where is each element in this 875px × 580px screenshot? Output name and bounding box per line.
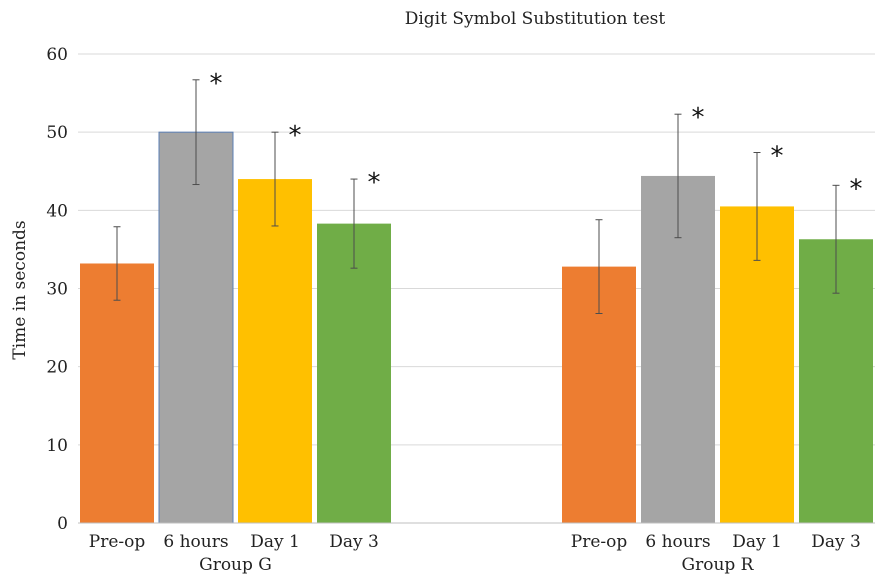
chart-title: Digit Symbol Substitution test [405, 9, 666, 29]
bar [317, 223, 391, 523]
group-label: Group G [199, 555, 272, 575]
bar [158, 131, 234, 524]
group-label: Group R [682, 555, 755, 575]
bar [238, 179, 312, 524]
significance-marker: * [210, 69, 223, 99]
significance-marker: * [289, 121, 302, 151]
x-tick-label: Pre-op [571, 532, 628, 552]
significance-marker: * [692, 103, 705, 133]
x-tick-label: 6 hours [163, 532, 228, 552]
y-axis-label: Time in seconds [10, 220, 30, 359]
x-tick-label: Day 3 [811, 532, 861, 552]
y-tick-label: 50 [46, 123, 68, 143]
x-tick-label: Day 1 [732, 532, 782, 552]
y-tick-label: 40 [46, 201, 68, 221]
y-tick-label: 20 [46, 358, 68, 378]
y-tick-label: 60 [46, 45, 68, 65]
x-tick-label: 6 hours [645, 532, 710, 552]
y-tick-label: 30 [46, 280, 68, 300]
x-tick-label: Day 1 [250, 532, 300, 552]
bars [80, 79, 873, 524]
significance-marker: * [368, 168, 381, 198]
y-tick-label: 0 [57, 514, 68, 534]
y-tick-label: 10 [46, 436, 68, 456]
x-tick-label: Day 3 [329, 532, 379, 552]
labels: 0 10 20 30 40 50 60 Pre-op * 6 hours * Day 1 * Day 3 G… [46, 45, 862, 575]
significance-marker: * [850, 174, 863, 204]
bar [80, 263, 154, 523]
x-tick-label: Pre-op [89, 532, 146, 552]
significance-marker: * [771, 141, 784, 171]
